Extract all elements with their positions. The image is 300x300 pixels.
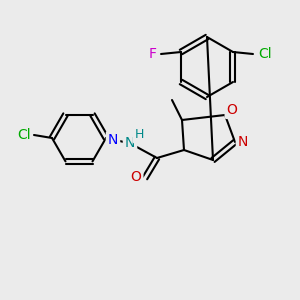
Text: N: N <box>125 136 135 150</box>
Text: Cl: Cl <box>17 128 31 142</box>
Text: O: O <box>226 103 237 117</box>
Text: Cl: Cl <box>258 47 272 61</box>
Text: O: O <box>130 170 141 184</box>
Text: N: N <box>238 135 248 149</box>
Text: N: N <box>108 133 118 147</box>
Text: H: H <box>134 128 144 142</box>
Text: F: F <box>149 47 157 61</box>
